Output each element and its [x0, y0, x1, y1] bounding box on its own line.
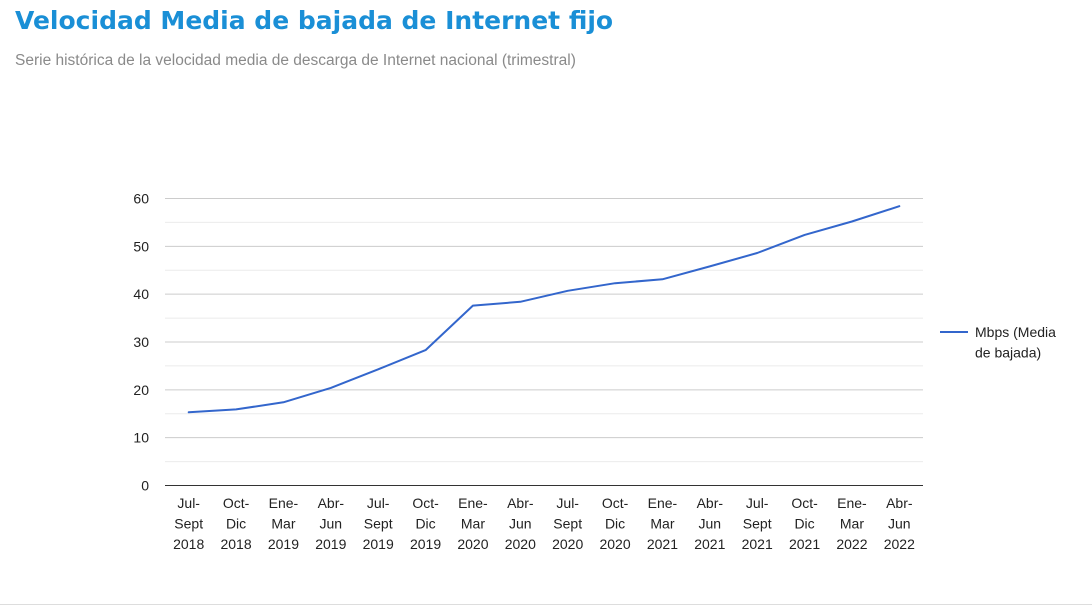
x-tick-label-line: 2020	[505, 536, 536, 552]
x-tick-label-line: Jul-	[177, 495, 200, 511]
x-tick-label: Ene- Mar 2019	[268, 495, 299, 552]
x-tick-label: Jul- Sept 2021	[742, 495, 773, 552]
x-tick-label: Oct- Dic 2021	[789, 495, 820, 552]
x-tick-label-line: 2018	[173, 536, 204, 552]
x-tick-label-line: Sept	[174, 516, 203, 532]
x-tick-label-line: Ene-	[837, 495, 867, 511]
x-tick-label-line: Jul-	[367, 495, 390, 511]
x-tick-label-line: Abr-	[318, 495, 345, 511]
x-tick-label: Oct- Dic 2019	[410, 495, 441, 552]
x-tick-label-line: Sept	[553, 516, 582, 532]
series-layer	[187, 205, 901, 414]
x-tick-label-line: 2018	[220, 536, 251, 552]
x-tick-label: Abr- Jun 2020	[505, 495, 536, 552]
x-tick-label-line: 2020	[599, 536, 630, 552]
x-tick-label: Abr- Jun 2022	[884, 495, 915, 552]
x-tick-label-line: 2021	[742, 536, 773, 552]
x-tick-label-line: Ene-	[269, 495, 299, 511]
x-tick-label-line: Oct-	[223, 495, 250, 511]
x-tick-label-line: Jul-	[556, 495, 579, 511]
y-tick-label: 30	[133, 334, 149, 350]
x-tick-label-line: Dic	[226, 516, 246, 532]
y-tick-label: 60	[133, 191, 149, 207]
x-tick-label-line: Jun	[509, 516, 532, 532]
x-tick-label-line: 2021	[694, 536, 725, 552]
x-tick-label-line: Abr-	[507, 495, 534, 511]
x-tick-label-line: Mar	[461, 516, 485, 532]
x-tick-label-line: Dic	[605, 516, 625, 532]
x-tick-label-line: Jun	[888, 516, 911, 532]
x-tick-label-line: 2019	[410, 536, 441, 552]
x-tick-label-line: 2020	[457, 536, 488, 552]
y-tick-label: 20	[133, 382, 149, 398]
x-tick-label-line: Oct-	[412, 495, 439, 511]
x-tick-label-line: 2022	[836, 536, 867, 552]
x-tick-label: Ene- Mar 2021	[647, 495, 678, 552]
x-tick-label-line: Dic	[794, 516, 814, 532]
series-line[interactable]	[187, 205, 901, 414]
x-axis-ticks: Jul- Sept 2018 Oct- Dic 2018 Ene- Mar 2019 Abr- Ju…	[173, 495, 915, 552]
x-tick-label: Oct- Dic 2018	[220, 495, 251, 552]
x-tick-label-line: Oct-	[602, 495, 629, 511]
x-tick-label-line: Mar	[650, 516, 674, 532]
x-tick-label-line: Dic	[415, 516, 435, 532]
y-axis-ticks: 0 10 20 30 40 50 60	[133, 191, 149, 494]
x-tick-label: Abr- Jun 2019	[315, 495, 346, 552]
x-tick-label: Jul- Sept 2018	[173, 495, 204, 552]
x-tick-label-line: Sept	[364, 516, 393, 532]
legend-label: Mbps (Media	[975, 324, 1056, 340]
x-tick-label-line: Jun	[699, 516, 722, 532]
x-tick-label-line: 2019	[363, 536, 394, 552]
x-tick-label: Abr- Jun 2021	[694, 495, 725, 552]
x-tick-label-line: Abr-	[697, 495, 724, 511]
x-tick-label-line: Oct-	[791, 495, 818, 511]
x-tick-label-line: Abr-	[886, 495, 913, 511]
x-tick-label-line: 2019	[268, 536, 299, 552]
x-tick-label-line: Jun	[320, 516, 343, 532]
x-tick-label-line: Jul-	[746, 495, 769, 511]
x-tick-label-line: Ene-	[458, 495, 488, 511]
x-tick-label: Oct- Dic 2020	[599, 495, 630, 552]
legend-label: de bajada)	[975, 345, 1041, 361]
chart-subtitle: Serie histórica de la velocidad media de…	[15, 52, 576, 69]
legend[interactable]: Mbps (Media de bajada)	[940, 324, 1056, 361]
x-tick-label-line: 2019	[315, 536, 346, 552]
x-tick-label-line: 2020	[552, 536, 583, 552]
x-tick-label-line: Sept	[743, 516, 772, 532]
x-tick-label: Ene- Mar 2020	[457, 495, 488, 552]
y-tick-label: 10	[133, 430, 149, 446]
y-tick-label: 0	[141, 478, 149, 494]
y-tick-label: 50	[133, 238, 149, 254]
x-tick-label: Ene- Mar 2022	[836, 495, 867, 552]
x-tick-label-line: 2022	[884, 536, 915, 552]
x-tick-label-line: Ene-	[648, 495, 678, 511]
x-tick-label: Jul- Sept 2020	[552, 495, 583, 552]
x-tick-label-line: Mar	[840, 516, 864, 532]
x-tick-label-line: Mar	[271, 516, 295, 532]
x-tick-label: Jul- Sept 2019	[363, 495, 394, 552]
y-tick-label: 40	[133, 286, 149, 302]
bottom-divider	[0, 604, 1092, 605]
grid-lines	[165, 198, 923, 486]
x-tick-label-line: 2021	[789, 536, 820, 552]
x-tick-label-line: 2021	[647, 536, 678, 552]
chart-title: Velocidad Media de bajada de Internet fi…	[15, 6, 614, 35]
